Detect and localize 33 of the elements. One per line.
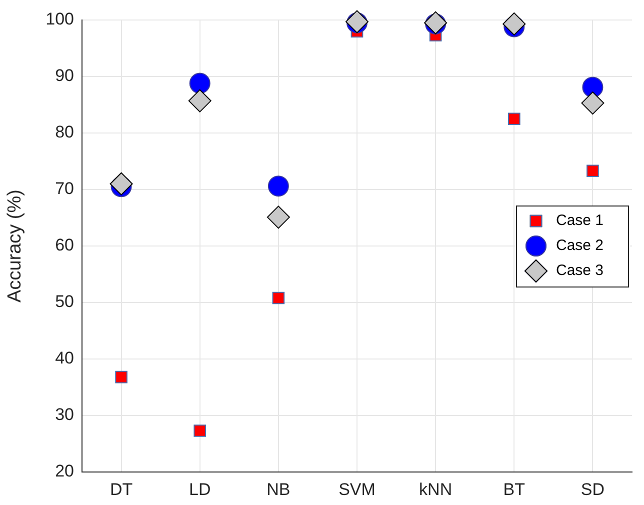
point bbox=[502, 12, 526, 36]
x-tick-label: BT bbox=[503, 480, 526, 499]
point bbox=[582, 76, 604, 98]
y-tick-label: 100 bbox=[46, 10, 74, 29]
y-tick-label: 30 bbox=[55, 405, 74, 424]
y-tick-label: 60 bbox=[55, 236, 74, 255]
point bbox=[194, 424, 206, 437]
point bbox=[115, 370, 128, 384]
point bbox=[268, 176, 289, 197]
y-tick-label: 80 bbox=[55, 122, 74, 142]
x-tick-label: kNN bbox=[419, 480, 452, 499]
legend-label: Case 1 bbox=[556, 212, 604, 230]
point bbox=[581, 92, 604, 115]
y-axis-title: Accuracy (%) bbox=[4, 190, 26, 302]
y-tick-label: 70 bbox=[55, 179, 74, 198]
point bbox=[272, 292, 285, 304]
point bbox=[189, 72, 210, 94]
x-tick-label: NB bbox=[266, 480, 290, 499]
legend-label: Case 3 bbox=[556, 262, 604, 280]
y-tick-label: 40 bbox=[55, 348, 74, 368]
point bbox=[266, 206, 290, 229]
x-tick-label: SVM bbox=[338, 480, 376, 499]
point bbox=[586, 164, 599, 178]
point bbox=[188, 89, 212, 112]
point bbox=[508, 112, 520, 126]
x-tick-label: SD bbox=[580, 480, 605, 499]
x-tick-label: LD bbox=[188, 480, 211, 499]
y-tick-label: 20 bbox=[55, 462, 74, 481]
legend-label: Case 2 bbox=[556, 237, 604, 254]
y-tick-label: 90 bbox=[55, 66, 74, 86]
point bbox=[110, 172, 133, 196]
x-tick-label: DT bbox=[110, 480, 133, 499]
y-tick-label: 50 bbox=[55, 292, 74, 312]
